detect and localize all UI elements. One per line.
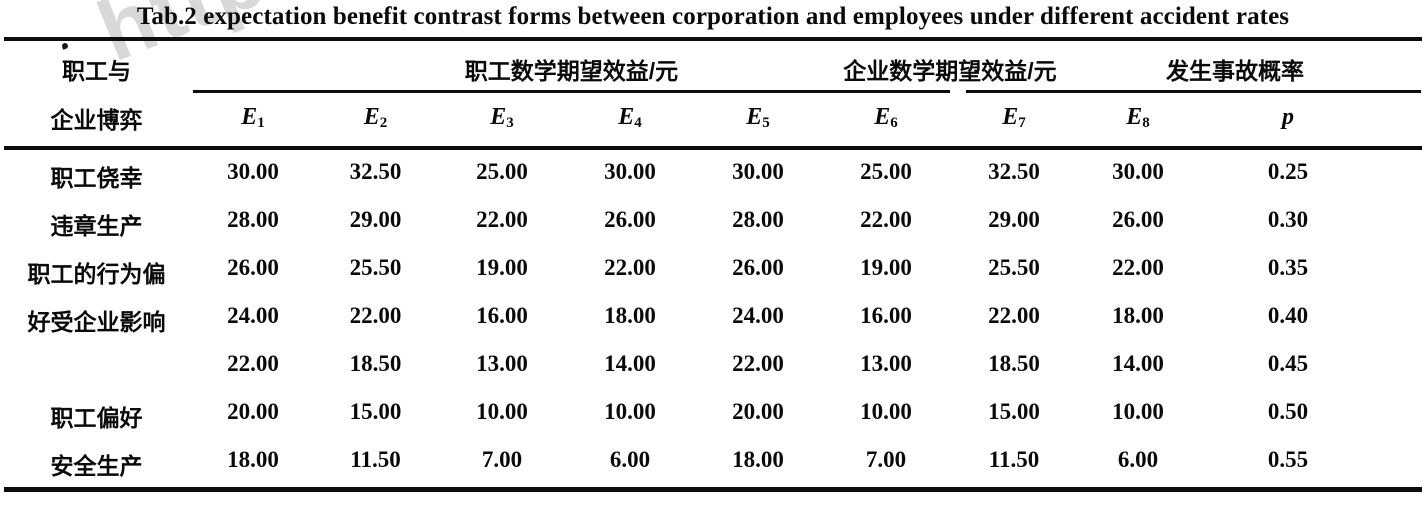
table-cell-e2: 32.50 bbox=[349, 159, 402, 184]
table-cell-e1: 28.00 bbox=[227, 207, 279, 232]
column-group-header-corporation: 企业数学期望效益/元 bbox=[843, 58, 1057, 84]
column-symbol-header-e5: E5 bbox=[746, 104, 770, 131]
table-caption: Tab.2 expectation benefit contrast forms… bbox=[136, 3, 1290, 30]
table-cell-e2: 22.00 bbox=[349, 303, 402, 328]
table-cell-e7: 29.00 bbox=[988, 207, 1040, 232]
table-cell-e4: 14.00 bbox=[604, 351, 656, 376]
table-cell-e5: 26.00 bbox=[732, 255, 784, 280]
table-cell-e4: 30.00 bbox=[604, 159, 656, 184]
table-cell-e6: 22.00 bbox=[860, 207, 912, 232]
column-symbol-header-e3: E3 bbox=[490, 104, 514, 131]
table-cell-e7: 25.50 bbox=[988, 255, 1040, 280]
column-symbol-header-p: p bbox=[1282, 104, 1294, 130]
table-cell-e4: 18.00 bbox=[604, 303, 656, 328]
table-cell-e4: 26.00 bbox=[604, 207, 656, 232]
table-cell-e3: 25.00 bbox=[476, 159, 528, 184]
table-cell-e7: 11.50 bbox=[988, 447, 1040, 472]
table-cell-e2: 25.50 bbox=[349, 255, 402, 280]
table-cell-e5: 18.00 bbox=[732, 447, 784, 472]
column-group-header-employee: 职工数学期望效益/元 bbox=[464, 58, 679, 84]
table-cell-e4: 22.00 bbox=[604, 255, 656, 280]
row-label: 职工偏好 bbox=[50, 405, 143, 431]
table-cell-e3: 13.00 bbox=[476, 351, 528, 376]
table-cell-e6: 25.00 bbox=[860, 159, 912, 184]
table-cell-e6: 7.00 bbox=[865, 447, 907, 472]
row-label: 职工侥幸 bbox=[50, 165, 143, 191]
column-symbol-header-e4: E4 bbox=[618, 104, 642, 131]
table-cell-p: 0.50 bbox=[1267, 399, 1309, 424]
table-cell-e6: 19.00 bbox=[860, 255, 912, 280]
table-cell-p: 0.55 bbox=[1267, 447, 1309, 472]
table-cell-e7: 32.50 bbox=[988, 159, 1040, 184]
table-cell-p: 0.40 bbox=[1267, 303, 1309, 328]
column-symbol-header-e6: E6 bbox=[874, 104, 898, 131]
table-cell-e5: 30.00 bbox=[732, 159, 784, 184]
table-cell-e1: 22.00 bbox=[227, 351, 279, 376]
table-cell-p: 0.35 bbox=[1267, 255, 1309, 280]
table-cell-e8: 26.00 bbox=[1112, 207, 1164, 232]
table-cell-e1: 20.00 bbox=[227, 399, 279, 424]
table-row: 职工的行为偏 26.00 25.50 19.00 22.00 26.00 19.00 25.5… bbox=[0, 246, 1426, 294]
table-cell-e6: 10.00 bbox=[860, 399, 912, 424]
column-symbol-header-e8: E8 bbox=[1126, 104, 1150, 131]
table-cell-e5: 28.00 bbox=[732, 207, 784, 232]
table-body: 职工侥幸 30.00 32.50 25.00 30.00 30.00 25.00 32.50 3… bbox=[0, 150, 1426, 486]
table-cell-e4: 6.00 bbox=[609, 447, 651, 472]
scan-artifact-dot bbox=[61, 42, 69, 50]
table-cell-e4: 10.00 bbox=[604, 399, 656, 424]
table-cell-e2: 11.50 bbox=[350, 447, 401, 472]
table-cell-e8: 30.00 bbox=[1112, 159, 1164, 184]
column-symbol-header-e2: E2 bbox=[363, 104, 388, 131]
table-cell-e1: 18.00 bbox=[227, 447, 279, 472]
table-cell-e2: 15.00 bbox=[349, 399, 402, 424]
table-cell-e7: 22.00 bbox=[988, 303, 1040, 328]
column-symbol-header-e1: E1 bbox=[241, 104, 265, 131]
table-row: 违章生产 28.00 29.00 22.00 26.00 28.00 22.00 29.00 2… bbox=[0, 198, 1426, 246]
table-row: 好受企业影响 24.00 22.00 16.00 18.00 24.00 16.00 22.0… bbox=[0, 294, 1426, 342]
table-cell-e8: 22.00 bbox=[1112, 255, 1164, 280]
row-label: 安全生产 bbox=[50, 453, 143, 479]
table-cell-e2: 29.00 bbox=[349, 207, 402, 232]
table-cell-p: 0.45 bbox=[1267, 351, 1309, 376]
table-cell-e8: 18.00 bbox=[1112, 303, 1164, 328]
table-cell-e6: 13.00 bbox=[860, 351, 912, 376]
table-row: 22.00 18.50 13.00 14.00 22.00 13.00 18.50 14.00… bbox=[0, 342, 1426, 390]
table-cell-e3: 22.00 bbox=[476, 207, 528, 232]
row-label: 违章生产 bbox=[50, 213, 143, 239]
rule-header-bottom bbox=[4, 146, 1422, 150]
table-cell-e1: 26.00 bbox=[227, 255, 279, 280]
table-cell-e3: 16.00 bbox=[476, 303, 528, 328]
row-label: 职工的行为偏 bbox=[27, 261, 166, 287]
table-cell-e8: 6.00 bbox=[1117, 447, 1159, 472]
column-header-stub-line2: 企业博弈 bbox=[50, 107, 143, 133]
table-cell-e1: 30.00 bbox=[227, 159, 279, 184]
table-cell-e1: 24.00 bbox=[227, 303, 279, 328]
row-label: 好受企业影响 bbox=[27, 309, 166, 335]
table-cell-e8: 14.00 bbox=[1112, 351, 1164, 376]
table-cell-e3: 10.00 bbox=[476, 399, 528, 424]
table-cell-e2: 18.50 bbox=[349, 351, 402, 376]
table-cell-e8: 10.00 bbox=[1112, 399, 1164, 424]
table-cell-p: 0.25 bbox=[1267, 159, 1309, 184]
column-symbol-header-e7: E7 bbox=[1002, 104, 1026, 131]
table-cell-e3: 19.00 bbox=[476, 255, 528, 280]
column-group-header-probability: 发生事故概率 bbox=[1166, 58, 1304, 84]
column-header-stub-line1: 职工与 bbox=[62, 58, 131, 84]
rule-group-span-probability bbox=[966, 90, 1421, 93]
table-cell-e7: 18.50 bbox=[988, 351, 1040, 376]
rule-bottom-border bbox=[4, 487, 1422, 492]
table-row: 职工侥幸 30.00 32.50 25.00 30.00 30.00 25.00 32.50 3… bbox=[0, 150, 1426, 198]
table-cell-e5: 22.00 bbox=[732, 351, 784, 376]
table-cell-e6: 16.00 bbox=[860, 303, 912, 328]
table-row: 安全生产 18.00 11.50 7.00 6.00 18.00 7.00 11.50 6.00… bbox=[0, 438, 1426, 486]
table-cell-e5: 20.00 bbox=[732, 399, 784, 424]
table-cell-e3: 7.00 bbox=[481, 447, 523, 472]
rule-group-span bbox=[193, 90, 950, 93]
table-row: 职工偏好 20.00 15.00 10.00 10.00 20.00 10.00 15.00 1… bbox=[0, 390, 1426, 438]
table-cell-p: 0.30 bbox=[1267, 207, 1309, 232]
rule-top-border bbox=[4, 37, 1422, 41]
table-cell-e7: 15.00 bbox=[988, 399, 1040, 424]
table-cell-e5: 24.00 bbox=[732, 303, 784, 328]
